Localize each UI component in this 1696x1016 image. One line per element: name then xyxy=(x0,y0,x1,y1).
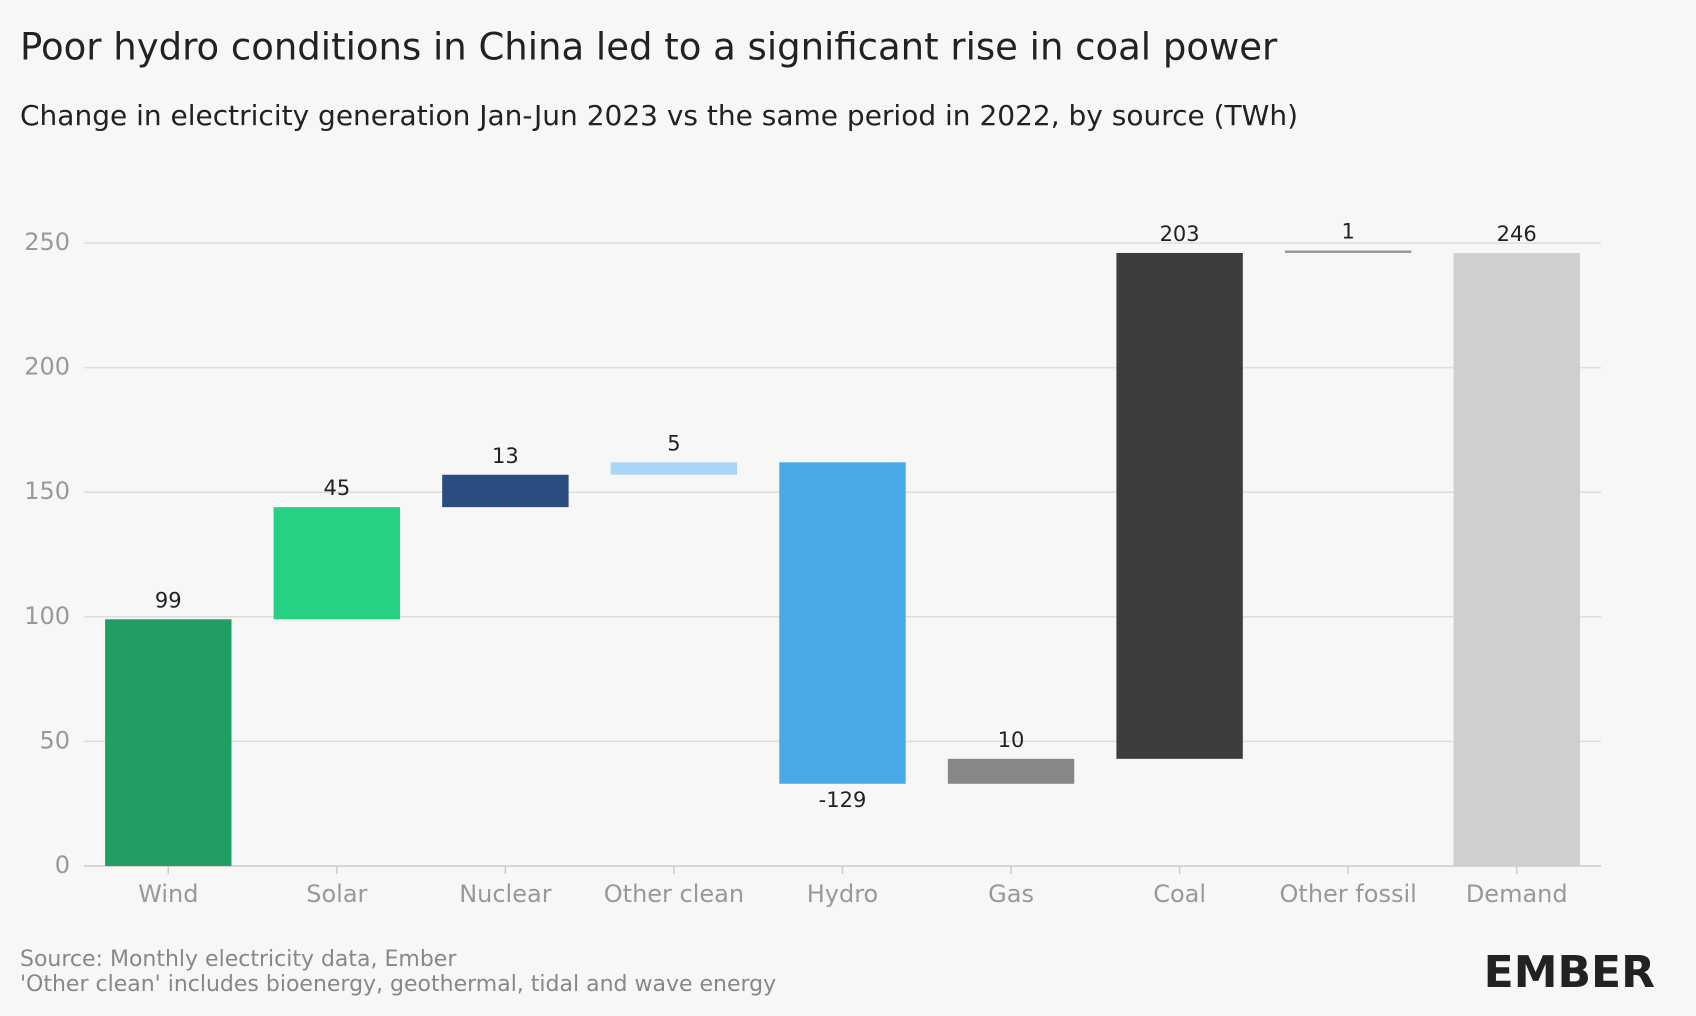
y-tick-label: 0 xyxy=(55,851,70,879)
bar xyxy=(1453,252,1580,866)
bar xyxy=(779,462,906,784)
value-label: 13 xyxy=(492,444,519,468)
value-label: 203 xyxy=(1160,222,1200,246)
x-tick-label: Wind xyxy=(138,880,198,908)
x-tick-label: Other clean xyxy=(604,880,744,908)
value-label: 5 xyxy=(667,431,680,455)
source-note: Source: Monthly electricity data, Ember xyxy=(20,947,457,972)
x-tick-label: Other fossil xyxy=(1280,880,1417,908)
x-tick-label: Solar xyxy=(306,880,367,908)
bar xyxy=(1284,250,1412,253)
x-tick-label: Gas xyxy=(988,880,1034,908)
y-tick-label: 250 xyxy=(24,228,70,256)
bar xyxy=(105,619,232,866)
y-tick-label: 50 xyxy=(39,726,70,754)
y-tick-label: 100 xyxy=(24,602,70,630)
y-tick-label: 150 xyxy=(24,477,70,505)
value-label: 246 xyxy=(1497,222,1537,246)
bar xyxy=(273,507,401,620)
value-label: 1 xyxy=(1341,219,1354,243)
bar xyxy=(442,474,569,508)
logo: EMBER xyxy=(1484,947,1655,998)
value-label: 10 xyxy=(998,728,1025,752)
chart-title: Poor hydro conditions in China led to a … xyxy=(20,26,1278,69)
chart-subtitle: Change in electricity generation Jan-Jun… xyxy=(20,99,1298,132)
x-tick-label: Coal xyxy=(1153,880,1206,908)
x-tick-label: Demand xyxy=(1466,880,1568,908)
value-label: 45 xyxy=(323,476,350,500)
value-label: -129 xyxy=(819,788,867,812)
x-tick-label: Nuclear xyxy=(459,880,552,908)
y-tick-label: 200 xyxy=(24,353,70,381)
x-tick-label: Hydro xyxy=(807,880,879,908)
bar xyxy=(610,462,738,475)
value-label: 99 xyxy=(155,588,182,612)
bar xyxy=(947,758,1075,784)
bar xyxy=(1116,252,1243,759)
footnote: 'Other clean' includes bioenergy, geothe… xyxy=(20,972,776,997)
